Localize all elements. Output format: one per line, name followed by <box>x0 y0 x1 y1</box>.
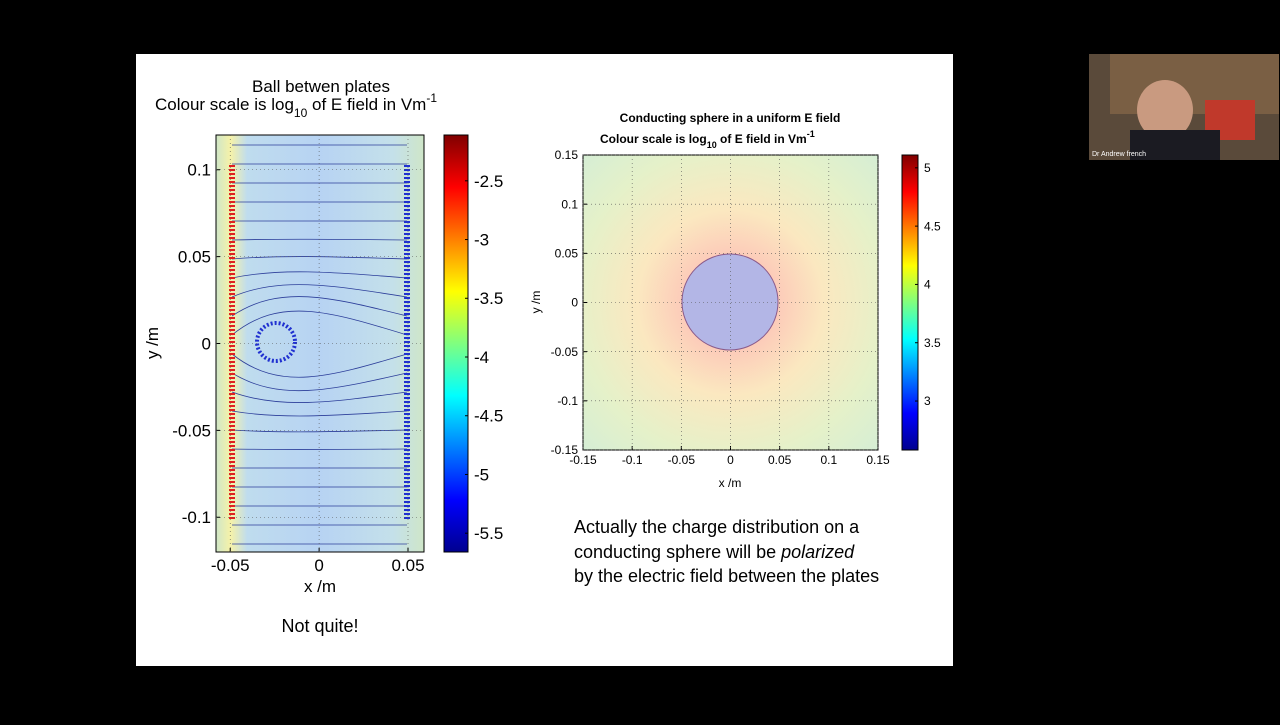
colorbar-tick-label: -3.5 <box>474 289 503 308</box>
y-tick-label: 0 <box>571 296 578 310</box>
sphere <box>682 254 778 350</box>
streamline <box>232 449 407 450</box>
x-tick-label: 0.15 <box>866 453 890 467</box>
x-tick-label: -0.1 <box>622 453 643 467</box>
axis-label: y /m <box>529 291 543 314</box>
caption: Actually the charge distribution on a <box>574 517 860 537</box>
y-tick-label: 0.05 <box>555 247 579 261</box>
caption: conducting sphere will be polarized <box>574 542 855 562</box>
y-tick-label: 0.15 <box>555 148 579 162</box>
colorbar <box>444 135 468 552</box>
colorbar-tick-label: -5 <box>474 465 489 484</box>
y-tick-label: -0.1 <box>182 508 211 527</box>
x-tick-label: 0 <box>727 453 734 467</box>
plot-title: Conducting sphere in a uniform E field <box>620 111 841 125</box>
colorbar-tick-label: -2.5 <box>474 172 503 191</box>
colorbar-tick-label: 4.5 <box>924 219 941 233</box>
colorbar-tick-label: 3 <box>924 394 931 408</box>
y-tick-label: -0.15 <box>551 443 579 457</box>
y-tick-label: -0.05 <box>172 421 211 440</box>
y-tick-label: 0.1 <box>561 197 578 211</box>
colorbar-tick-label: -4.5 <box>474 407 503 426</box>
x-tick-label: -0.05 <box>668 453 696 467</box>
x-tick-label: 0.1 <box>820 453 837 467</box>
y-tick-label: 0.1 <box>187 161 211 180</box>
x-tick-label: 0.05 <box>768 453 792 467</box>
caption: by the electric field between the plates <box>574 566 879 586</box>
colorbar <box>902 155 918 450</box>
axis-label: x /m <box>304 577 336 596</box>
webcam-name: Dr Andrew french <box>1092 151 1146 158</box>
axis-label: x /m <box>719 476 742 490</box>
colorbar-tick-label: 4 <box>924 278 931 292</box>
plot-title: Ball betwen plates <box>252 77 390 96</box>
x-tick-label: 0 <box>314 556 323 575</box>
y-tick-label: -0.05 <box>551 345 579 359</box>
colorbar-tick-label: 5 <box>924 161 931 175</box>
y-tick-label: 0 <box>202 334 211 353</box>
y-tick-label: -0.1 <box>557 394 578 408</box>
colorbar-tick-label: -3 <box>474 230 489 249</box>
x-tick-label: -0.05 <box>211 556 250 575</box>
colorbar-tick-label: -5.5 <box>474 524 503 543</box>
axis-label: y /m <box>143 327 162 359</box>
x-tick-label: 0.05 <box>391 556 424 575</box>
colorbar-tick-label: -4 <box>474 348 489 367</box>
caption: Not quite! <box>281 616 358 636</box>
y-tick-label: 0.05 <box>178 248 211 267</box>
colorbar-tick-label: 3.5 <box>924 336 941 350</box>
